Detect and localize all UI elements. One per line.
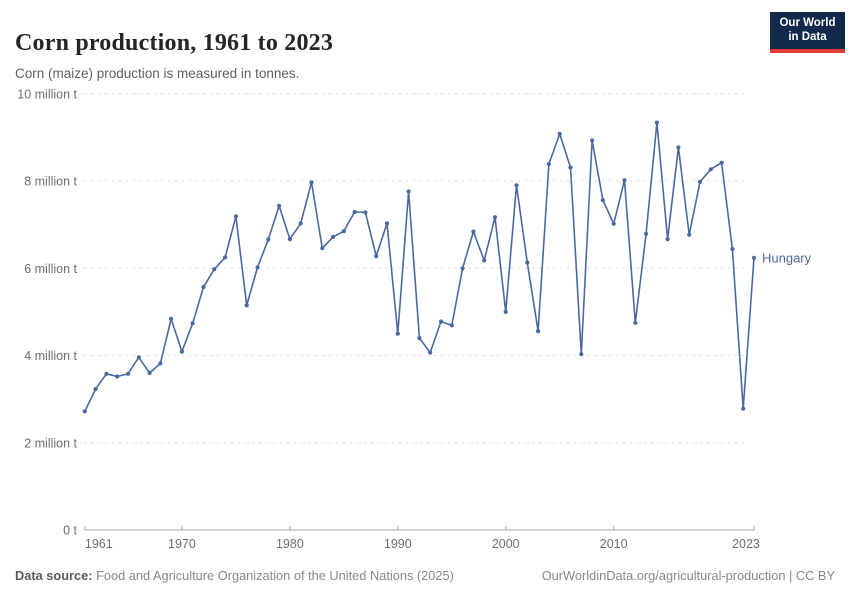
data-point-marker[interactable]	[708, 167, 713, 172]
data-point-marker[interactable]	[82, 409, 87, 414]
y-tick-label: 8 million t	[24, 175, 77, 189]
page-title: Corn production, 1961 to 2023	[15, 30, 334, 57]
data-point-marker[interactable]	[741, 406, 746, 411]
data-source-note: Data source: Food and Agriculture Organi…	[15, 568, 454, 583]
y-tick-label: 0 t	[63, 524, 77, 538]
data-point-marker[interactable]	[730, 247, 735, 252]
owid-logo-line2: in Data	[788, 30, 827, 43]
data-point-marker[interactable]	[352, 209, 357, 215]
data-point-marker[interactable]	[298, 221, 303, 226]
series-end-label[interactable]: Hungary	[762, 250, 812, 265]
data-point-marker[interactable]	[417, 336, 422, 341]
data-point-marker[interactable]	[287, 237, 292, 242]
data-point-marker[interactable]	[244, 303, 249, 308]
data-point-marker[interactable]	[223, 255, 228, 260]
data-point-marker[interactable]	[611, 221, 616, 226]
data-point-marker[interactable]	[190, 321, 195, 326]
data-point-marker[interactable]	[406, 189, 411, 194]
data-source-label: Data source:	[15, 568, 93, 583]
data-point-marker[interactable]	[309, 180, 314, 185]
data-point-marker[interactable]	[482, 258, 487, 263]
data-point-marker[interactable]	[179, 349, 184, 354]
data-point-marker[interactable]	[266, 237, 271, 242]
owid-logo[interactable]: Our World in Data	[770, 12, 845, 53]
data-point-marker[interactable]	[471, 229, 476, 234]
x-tick-label: 1970	[168, 537, 196, 551]
owid-logo-line1: Our World	[779, 17, 836, 29]
data-point-marker[interactable]	[719, 160, 724, 165]
data-point-marker[interactable]	[395, 331, 400, 336]
data-point-marker[interactable]	[525, 260, 530, 265]
data-point-marker[interactable]	[622, 178, 627, 183]
y-tick-label: 2 million t	[24, 436, 77, 450]
y-tick-label: 6 million t	[24, 262, 77, 276]
x-tick-label: 1961	[85, 537, 113, 551]
data-point-marker[interactable]	[687, 232, 692, 237]
data-point-marker[interactable]	[536, 329, 541, 334]
data-point-marker[interactable]	[331, 234, 336, 239]
data-point-marker[interactable]	[169, 316, 174, 321]
data-point-marker[interactable]	[568, 165, 573, 170]
data-point-marker[interactable]	[201, 284, 206, 290]
data-point-marker[interactable]	[115, 374, 120, 379]
data-point-marker[interactable]	[546, 161, 552, 167]
data-point-marker[interactable]	[212, 267, 217, 272]
data-point-marker[interactable]	[654, 120, 660, 125]
data-point-marker[interactable]	[492, 215, 498, 220]
x-tick-label: 2010	[600, 537, 628, 551]
data-point-marker[interactable]	[514, 183, 519, 188]
data-point-marker[interactable]	[633, 320, 638, 325]
x-tick-label: 2000	[492, 537, 520, 551]
owid-url-link[interactable]: OurWorldinData.org/agricultural-producti…	[541, 568, 835, 583]
data-line-hungary[interactable]	[84, 121, 755, 413]
data-point-marker[interactable]	[665, 237, 670, 242]
data-point-marker[interactable]	[147, 370, 152, 376]
chart-footer: Data source: Food and Agriculture Organi…	[15, 568, 835, 583]
data-point-marker[interactable]	[751, 255, 757, 260]
chart-subtitle: Corn (maize) production is measured in t…	[15, 65, 300, 81]
data-point-marker[interactable]	[428, 350, 433, 355]
data-point-marker[interactable]	[158, 361, 163, 366]
x-tick-label: 1990	[384, 537, 412, 551]
data-point-marker[interactable]	[320, 246, 325, 251]
data-point-marker[interactable]	[676, 145, 681, 150]
data-point-marker[interactable]	[438, 319, 444, 324]
data-point-marker[interactable]	[363, 210, 368, 215]
data-point-marker[interactable]	[503, 309, 508, 314]
data-point-marker[interactable]	[697, 179, 703, 184]
data-point-marker[interactable]	[600, 198, 606, 203]
data-point-marker[interactable]	[644, 231, 649, 236]
data-point-marker[interactable]	[384, 221, 390, 226]
y-tick-label: 10 million t	[17, 87, 77, 101]
data-point-marker[interactable]	[277, 203, 282, 208]
x-tick-label: 2023	[732, 537, 760, 551]
data-point-marker[interactable]	[557, 131, 562, 136]
data-point-marker[interactable]	[579, 352, 584, 357]
owid-logo-text: Our World in Data	[779, 17, 835, 44]
data-point-marker[interactable]	[341, 229, 346, 234]
data-point-marker[interactable]	[125, 371, 131, 376]
data-point-marker[interactable]	[374, 254, 379, 259]
data-point-marker[interactable]	[460, 266, 465, 271]
y-tick-label: 4 million t	[24, 349, 77, 363]
data-point-marker[interactable]	[590, 138, 595, 143]
data-point-marker[interactable]	[255, 265, 260, 270]
data-point-marker[interactable]	[93, 387, 98, 392]
data-source-text: Food and Agriculture Organization of the…	[92, 568, 454, 583]
data-point-marker[interactable]	[104, 371, 109, 376]
data-point-marker[interactable]	[136, 355, 141, 360]
data-point-marker[interactable]	[449, 323, 454, 328]
data-point-marker[interactable]	[233, 214, 238, 219]
x-tick-label: 1980	[276, 537, 304, 551]
